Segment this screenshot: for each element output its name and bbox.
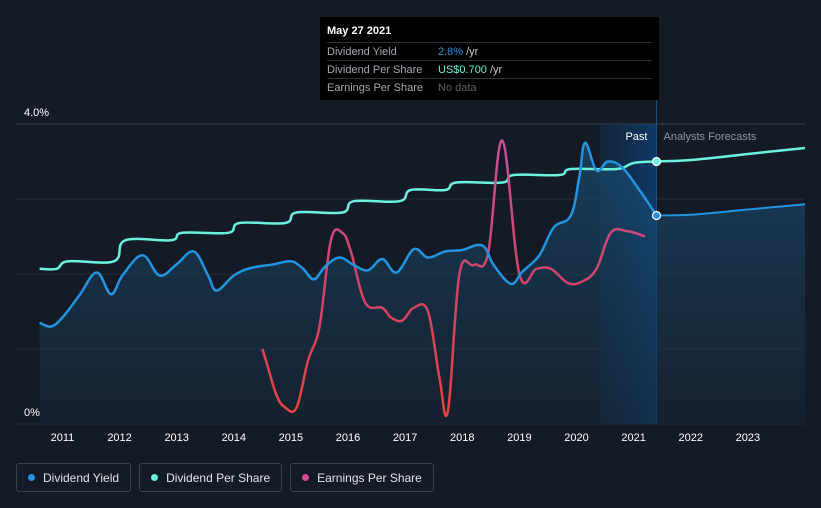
legend-item-earnings-per-share[interactable]: Earnings Per Share xyxy=(290,463,434,492)
tooltip-row-dividend-per-share: Dividend Per Share US$0.700/yr xyxy=(327,60,652,78)
tooltip-label: Earnings Per Share xyxy=(327,81,423,94)
series-marker xyxy=(651,210,662,221)
y-tick-label: 0% xyxy=(24,407,40,419)
axis-labels: 4.0% 0% 2011 2012 2013 2014 2015 2016 2017 2018 20… xyxy=(24,107,760,444)
tooltip-date: May 27 2021 xyxy=(327,25,392,37)
tooltip-row-dividend-yield: Dividend Yield 2.8%/yr xyxy=(327,42,652,60)
area-fills xyxy=(39,142,806,424)
dividend-yield-forecast-line xyxy=(656,203,806,217)
x-tick-label: 2014 xyxy=(222,432,246,444)
legend-label: Earnings Per Share xyxy=(317,470,422,485)
region-label-past: Past xyxy=(625,131,647,143)
x-tick-label: 2020 xyxy=(564,432,588,444)
tooltip-row-earnings-per-share: Earnings Per Share No data xyxy=(327,78,652,96)
x-tick-label: 2011 xyxy=(51,432,75,444)
legend-dot-icon xyxy=(151,474,159,481)
x-tick-label: 2015 xyxy=(279,432,303,444)
x-tick-label: 2022 xyxy=(679,432,703,444)
dividend-per-share-line xyxy=(39,146,806,271)
legend-dot-icon xyxy=(28,474,35,481)
tooltip: May 27 2021 Dividend Yield 2.8%/yr Divid… xyxy=(320,17,659,100)
x-tick-label: 2017 xyxy=(393,432,417,444)
legend-label: Dividend Per Share xyxy=(166,470,271,485)
series-markers xyxy=(651,156,662,221)
tooltip-label: Dividend Per Share xyxy=(327,63,423,76)
legend-item-dividend-yield[interactable]: Dividend Yield xyxy=(16,463,132,492)
x-tick-label: 2013 xyxy=(164,432,188,444)
tooltip-value: No data xyxy=(438,81,477,94)
x-tick-label: 2019 xyxy=(507,432,531,444)
dividend-yield-line xyxy=(39,141,658,328)
tooltip-unit: /yr xyxy=(489,63,503,76)
legend-dot-icon xyxy=(302,474,310,481)
series-marker xyxy=(651,156,662,167)
tooltip-value: US$0.700 xyxy=(438,63,487,76)
y-tick-label: 4.0% xyxy=(24,107,49,119)
legend-item-dividend-per-share[interactable]: Dividend Per Share xyxy=(139,463,283,492)
x-tick-label: 2018 xyxy=(450,432,474,444)
x-tick-label: 2023 xyxy=(736,432,760,444)
dividend-yield-area xyxy=(39,142,806,424)
legend: Dividend Yield Dividend Per Share Earnin… xyxy=(16,463,434,492)
x-tick-label: 2021 xyxy=(621,432,645,444)
tooltip-value: 2.8% xyxy=(438,45,464,58)
tooltip-label: Dividend Yield xyxy=(327,45,397,58)
x-tick-label: 2012 xyxy=(107,432,131,444)
earnings-per-share-line xyxy=(261,139,646,418)
region-label-forecast: Analysts Forecasts xyxy=(663,131,756,143)
tooltip-unit: /yr xyxy=(466,45,479,58)
series-lines xyxy=(39,139,806,418)
legend-label: Dividend Yield xyxy=(43,470,120,485)
x-tick-label: 2016 xyxy=(336,432,360,444)
